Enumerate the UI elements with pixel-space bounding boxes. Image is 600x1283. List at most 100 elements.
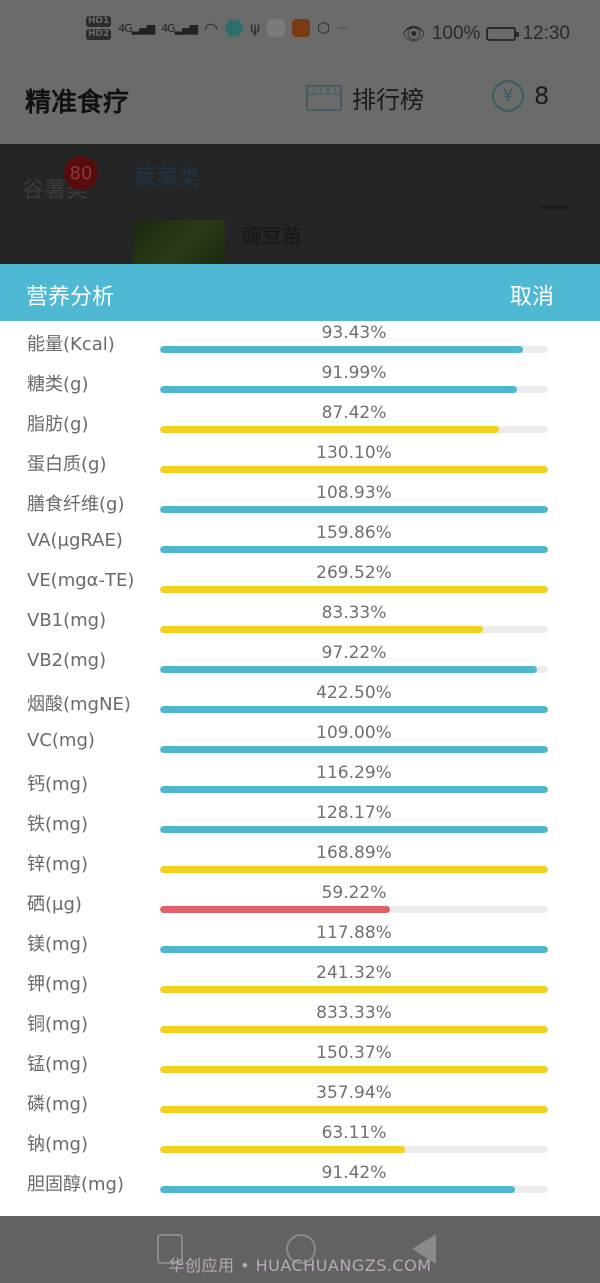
eye-comfort-icon: 👁 bbox=[401, 24, 426, 45]
count-badge: 80 bbox=[64, 156, 98, 190]
nutrient-label: 锰(mg) bbox=[27, 1054, 89, 1075]
nutrient-row: 锌(mg) 168.89% bbox=[0, 841, 600, 881]
home-button[interactable] bbox=[286, 1234, 316, 1264]
nutrient-row: 铜(mg) 833.33% bbox=[0, 1001, 600, 1041]
nutrient-label: 蛋白质(g) bbox=[27, 454, 107, 475]
back-button[interactable] bbox=[412, 1234, 436, 1264]
progress-fill bbox=[160, 1146, 405, 1153]
nutrient-row: 铁(mg) 128.17% bbox=[0, 801, 600, 841]
progress-fill bbox=[160, 786, 548, 793]
nutrient-percent: 117.88% bbox=[316, 923, 392, 943]
progress-fill bbox=[160, 666, 538, 673]
nutrient-percent: 357.94% bbox=[316, 1083, 392, 1103]
kuaishou-app-icon bbox=[291, 19, 310, 37]
wifi-icon: ◠ bbox=[204, 18, 219, 38]
nutrient-label: 脂肪(g) bbox=[27, 414, 89, 435]
nutrient-label: 胆固醇(mg) bbox=[27, 1174, 125, 1195]
ranking-label: 排行榜 bbox=[352, 86, 424, 114]
nutrient-percent: 87.42% bbox=[321, 403, 387, 423]
coin-count: 8 bbox=[534, 82, 550, 110]
nutrient-row: VC(mg) 109.00% bbox=[0, 721, 600, 761]
hd1-icon: HD1 bbox=[86, 16, 112, 27]
nutrient-percent: 109.00% bbox=[316, 723, 392, 743]
progress-fill bbox=[160, 826, 548, 833]
nutrient-label: VA(μgRAE) bbox=[27, 530, 123, 551]
progress-track bbox=[160, 1106, 548, 1113]
progress-track bbox=[160, 586, 548, 593]
nutrient-row: 磷(mg) 357.94% bbox=[0, 1081, 600, 1121]
system-nav-bar: 华创应用 • HUACHUANGZS.COM bbox=[0, 1216, 600, 1283]
nutrient-percent: 108.93% bbox=[316, 483, 392, 503]
recent-apps-button[interactable] bbox=[157, 1234, 183, 1264]
nutrient-percent: 93.43% bbox=[321, 323, 387, 343]
progress-fill bbox=[160, 626, 484, 633]
progress-track bbox=[160, 666, 548, 673]
clock: 12:30 bbox=[522, 23, 570, 44]
progress-track bbox=[160, 706, 548, 713]
progress-track bbox=[160, 746, 548, 753]
video-app-icon bbox=[266, 19, 285, 37]
progress-track bbox=[160, 1186, 548, 1193]
nutrient-label: 镁(mg) bbox=[27, 934, 89, 955]
nutrient-percent: 168.89% bbox=[316, 843, 392, 863]
nutrient-percent: 422.50% bbox=[316, 683, 392, 703]
progress-track bbox=[160, 866, 548, 873]
nutrient-label: 糖类(g) bbox=[27, 374, 89, 395]
ranking-button[interactable]: 排行榜 bbox=[306, 80, 424, 115]
status-bar: HD1 HD2 4G▂▄▆ 4G▂▄▆ ◠ ψ ⬡ ··· 👁 100% 12:… bbox=[0, 0, 600, 68]
cancel-button[interactable]: 取消 bbox=[509, 285, 554, 310]
battery-percent: 100% bbox=[431, 23, 481, 44]
progress-track bbox=[160, 426, 548, 433]
app-title: 精准食疗 bbox=[25, 88, 130, 118]
nutrition-list[interactable]: 能量(Kcal) 93.43% 糖类(g) 91.99% 脂肪(g) 87.42% 蛋白质(… bbox=[0, 321, 600, 1216]
coin-balance[interactable]: ¥ 8 bbox=[492, 80, 549, 112]
nutrient-label: 钠(mg) bbox=[27, 1134, 89, 1155]
status-icons-right: 👁 100% 12:30 bbox=[402, 22, 570, 46]
nutrient-label: 钾(mg) bbox=[27, 974, 89, 995]
nutrient-label: VB2(mg) bbox=[27, 650, 107, 671]
nutrient-percent: 59.22% bbox=[321, 883, 387, 903]
modal-title: 营养分析 bbox=[26, 285, 115, 310]
nutrient-row: 钙(mg) 116.29% bbox=[0, 761, 600, 801]
nutrient-percent: 83.33% bbox=[321, 603, 387, 623]
progress-fill bbox=[160, 946, 548, 953]
progress-track bbox=[160, 986, 548, 993]
progress-fill bbox=[160, 1186, 515, 1193]
nutrient-label: 铜(mg) bbox=[27, 1014, 89, 1035]
nutrient-percent: 241.32% bbox=[316, 963, 392, 983]
food-name: 豌豆苗 bbox=[242, 224, 302, 248]
nutrient-row: 蛋白质(g) 130.10% bbox=[0, 441, 600, 481]
usb-icon: ψ bbox=[250, 19, 260, 37]
progress-track bbox=[160, 946, 548, 953]
progress-fill bbox=[160, 506, 548, 513]
app-bar: 精准食疗 排行榜 ¥ 8 bbox=[0, 68, 600, 144]
nutrient-percent: 63.11% bbox=[321, 1123, 387, 1143]
progress-fill bbox=[160, 906, 390, 913]
app-notification-icon bbox=[225, 19, 244, 37]
progress-track bbox=[160, 626, 548, 633]
progress-track bbox=[160, 1066, 548, 1073]
category-vegetables: 蔬菜类 bbox=[134, 166, 201, 191]
nutrient-percent: 116.29% bbox=[316, 763, 392, 783]
yen-coin-icon: ¥ bbox=[492, 80, 524, 112]
progress-fill bbox=[160, 746, 548, 753]
nutrient-label: 膳食纤维(g) bbox=[27, 494, 125, 515]
progress-track bbox=[160, 466, 548, 473]
hd-indicator: HD1 HD2 bbox=[86, 16, 112, 40]
nutrient-row: 镁(mg) 117.88% bbox=[0, 921, 600, 961]
nutrient-row: VA(μgRAE) 159.86% bbox=[0, 521, 600, 561]
signal-icon-1: 4G▂▄▆ bbox=[118, 21, 155, 35]
minus-icon bbox=[540, 206, 568, 209]
store-icon bbox=[306, 84, 342, 111]
nutrient-row: 脂肪(g) 87.42% bbox=[0, 401, 600, 441]
nutrient-row: VE(mgα-TE) 269.52% bbox=[0, 561, 600, 601]
nutrient-row: 膳食纤维(g) 108.93% bbox=[0, 481, 600, 521]
watermark: 华创应用 • HUACHUANGZS.COM bbox=[168, 1256, 432, 1275]
hand-icon: ⬡ bbox=[316, 19, 331, 37]
progress-fill bbox=[160, 986, 548, 993]
food-thumbnail bbox=[133, 220, 225, 264]
nutrient-row: 胆固醇(mg) 91.42% bbox=[0, 1161, 600, 1201]
battery-icon bbox=[486, 27, 520, 41]
nutrient-row: 硒(μg) 59.22% bbox=[0, 881, 600, 921]
progress-track bbox=[160, 786, 548, 793]
